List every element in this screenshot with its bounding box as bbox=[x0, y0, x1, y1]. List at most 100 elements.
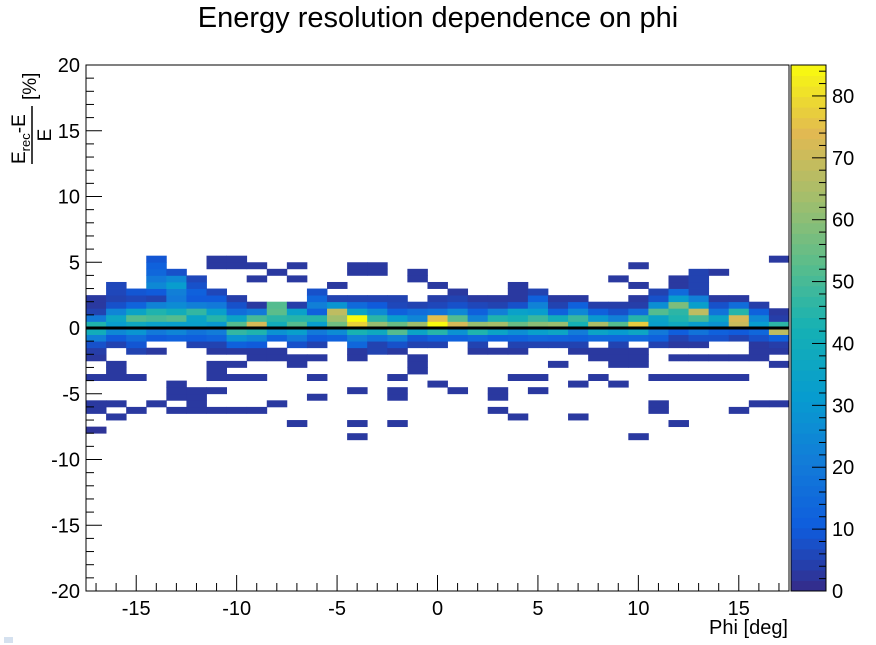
heatmap-cell bbox=[166, 295, 187, 303]
heatmap-cell bbox=[668, 321, 689, 329]
heatmap-cell bbox=[447, 301, 469, 309]
heatmap-cell bbox=[628, 321, 649, 329]
heatmap-cell bbox=[206, 321, 227, 329]
heatmap-cell bbox=[728, 295, 750, 303]
heatmap-cell bbox=[507, 314, 529, 322]
heatmap-cell bbox=[186, 281, 207, 289]
heatmap-cell bbox=[186, 308, 207, 316]
heatmap-cell bbox=[467, 347, 489, 355]
heatmap-cell bbox=[547, 308, 569, 316]
heatmap-cell bbox=[126, 347, 147, 355]
heatmap-cell bbox=[327, 314, 348, 322]
heatmap-cell bbox=[547, 334, 569, 342]
heatmap-cell bbox=[166, 268, 187, 276]
heatmap-cell bbox=[387, 301, 408, 309]
heatmap-cell bbox=[186, 341, 207, 349]
heatmap-cell bbox=[306, 295, 328, 303]
heatmap-cell bbox=[166, 281, 187, 289]
heatmap-cell bbox=[568, 413, 589, 421]
heatmap-cell bbox=[608, 314, 629, 322]
heatmap-cell bbox=[608, 275, 629, 283]
heatmap-cell bbox=[226, 295, 248, 303]
heatmap-cell bbox=[507, 288, 529, 296]
heatmap-cell bbox=[447, 321, 469, 329]
heatmap-cell bbox=[126, 295, 147, 303]
heatmap-cell bbox=[206, 308, 227, 316]
heatmap-cell bbox=[467, 334, 489, 342]
heatmap-cell bbox=[367, 295, 388, 303]
heatmap-cell bbox=[126, 341, 147, 349]
heatmap-cell bbox=[367, 301, 388, 309]
x-tick-label: 10 bbox=[627, 598, 649, 620]
heatmap-cell bbox=[86, 347, 107, 355]
heatmap-cell bbox=[347, 268, 368, 276]
heatmap-cell bbox=[668, 334, 689, 342]
heatmap-cell bbox=[106, 360, 127, 368]
heatmap-cell bbox=[246, 347, 268, 355]
heatmap-cell bbox=[246, 374, 268, 381]
heatmap-cell bbox=[327, 321, 348, 329]
heatmap-cell bbox=[648, 341, 669, 349]
heatmap-cell bbox=[427, 341, 448, 349]
heatmap-cell bbox=[387, 321, 408, 329]
heatmap-cell bbox=[327, 308, 348, 316]
heatmap-cell bbox=[387, 393, 408, 401]
heatmap-cell bbox=[327, 281, 348, 289]
colorbar-segment bbox=[791, 496, 826, 508]
heatmap-cell bbox=[387, 308, 408, 316]
heatmap-cell bbox=[367, 347, 388, 355]
colorbar-tick-label: 0 bbox=[832, 581, 843, 603]
heatmap-cell bbox=[306, 328, 328, 335]
heatmap-cell bbox=[427, 281, 448, 289]
heatmap-cell bbox=[507, 321, 529, 329]
heatmap-cell bbox=[407, 321, 428, 329]
heatmap-cell bbox=[226, 314, 248, 322]
heatmap-cell bbox=[266, 308, 288, 316]
heatmap-cell bbox=[527, 301, 549, 309]
x-tick-label: 5 bbox=[532, 598, 543, 620]
colorbar-segment bbox=[791, 359, 826, 371]
colorbar-tick-label: 40 bbox=[832, 333, 854, 355]
heatmap-cell bbox=[688, 268, 710, 276]
y-label-base: E bbox=[9, 151, 30, 164]
heatmap-cell bbox=[146, 262, 167, 270]
heatmap-cell bbox=[688, 301, 710, 309]
heatmap-cell bbox=[427, 334, 448, 342]
heatmap-cell bbox=[447, 387, 469, 395]
heatmap-cell bbox=[648, 288, 669, 296]
x-tick-label: 0 bbox=[432, 598, 443, 620]
heatmap-cell bbox=[467, 295, 489, 303]
colorbar-segment bbox=[791, 443, 826, 455]
heatmap-cell bbox=[146, 321, 167, 329]
heatmap-cell bbox=[648, 334, 669, 342]
heatmap-cell bbox=[86, 426, 107, 434]
heatmap-cell bbox=[306, 308, 328, 316]
heatmap-cell bbox=[86, 400, 107, 408]
heatmap-cell bbox=[306, 354, 328, 362]
colorbar-frame bbox=[790, 64, 827, 592]
heatmap-cell bbox=[166, 301, 187, 309]
heatmap-cell bbox=[547, 301, 569, 309]
heatmap-cell bbox=[588, 354, 609, 362]
heatmap-cell bbox=[347, 334, 368, 342]
heatmap-cell bbox=[527, 314, 549, 322]
heatmap-cell bbox=[106, 367, 127, 375]
colorbar-segment bbox=[791, 306, 826, 318]
svg-text:Erec-E: Erec-E bbox=[9, 114, 33, 164]
heatmap-cell bbox=[367, 328, 388, 335]
x-tick-label: 15 bbox=[728, 598, 750, 620]
heatmap-cell bbox=[608, 380, 629, 388]
heatmap-cell bbox=[186, 275, 207, 283]
heatmap-cell bbox=[527, 308, 549, 316]
heatmap-cell bbox=[286, 314, 308, 322]
heatmap-cell bbox=[527, 321, 549, 329]
heatmap-cell bbox=[106, 308, 127, 316]
heatmap-cell bbox=[246, 334, 268, 342]
heatmap-cell bbox=[266, 347, 288, 355]
colorbar-segment bbox=[791, 222, 826, 234]
heatmap-cell bbox=[146, 301, 167, 309]
heatmap-cell bbox=[608, 347, 629, 355]
heatmap-cell bbox=[106, 281, 127, 289]
heatmap-cell bbox=[628, 301, 649, 309]
colorbar-segment bbox=[791, 454, 826, 466]
